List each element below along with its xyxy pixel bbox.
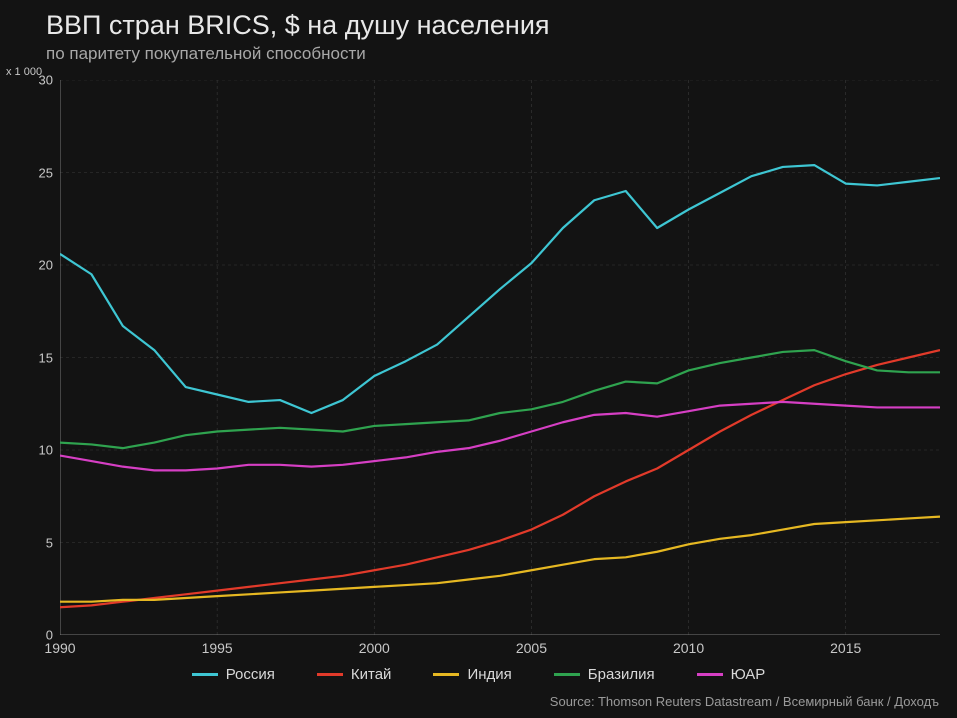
chart-subtitle: по паритету покупательной способности (46, 44, 366, 64)
x-tick-label: 1990 (44, 640, 75, 656)
legend-swatch (433, 673, 459, 676)
series-line-india (60, 517, 940, 602)
legend-label: ЮАР (731, 666, 766, 683)
x-tick-label: 2005 (516, 640, 547, 656)
legend: Россия Китай Индия Бразилия ЮАР (0, 666, 957, 683)
y-tick-label: 30 (39, 73, 53, 88)
legend-swatch (554, 673, 580, 676)
legend-label: Бразилия (588, 666, 655, 683)
chart-plot (60, 80, 940, 635)
chart-container: ВВП стран BRICS, $ на душу населения по … (0, 0, 957, 718)
legend-label: Индия (467, 666, 511, 683)
source-attribution: Source: Thomson Reuters Datastream / Все… (550, 694, 939, 709)
legend-item-russia: Россия (192, 666, 275, 683)
legend-label: Россия (226, 666, 275, 683)
y-tick-label: 20 (39, 258, 53, 273)
legend-item-india: Индия (433, 666, 511, 683)
legend-swatch (697, 673, 723, 676)
series-line-russia (60, 165, 940, 413)
y-tick-label: 15 (39, 350, 53, 365)
legend-swatch (192, 673, 218, 676)
legend-item-brazil: Бразилия (554, 666, 655, 683)
legend-swatch (317, 673, 343, 676)
legend-label: Китай (351, 666, 392, 683)
y-tick-label: 5 (46, 535, 53, 550)
chart-title: ВВП стран BRICS, $ на душу населения (46, 10, 550, 41)
x-tick-label: 2015 (830, 640, 861, 656)
series-line-brazil (60, 350, 940, 448)
y-tick-label: 25 (39, 165, 53, 180)
x-tick-label: 2010 (673, 640, 704, 656)
y-tick-label: 10 (39, 443, 53, 458)
y-axis-multiplier: x 1 000 (6, 66, 42, 78)
x-tick-label: 1995 (202, 640, 233, 656)
legend-item-sar: ЮАР (697, 666, 766, 683)
legend-item-china: Китай (317, 666, 392, 683)
x-tick-label: 2000 (359, 640, 390, 656)
